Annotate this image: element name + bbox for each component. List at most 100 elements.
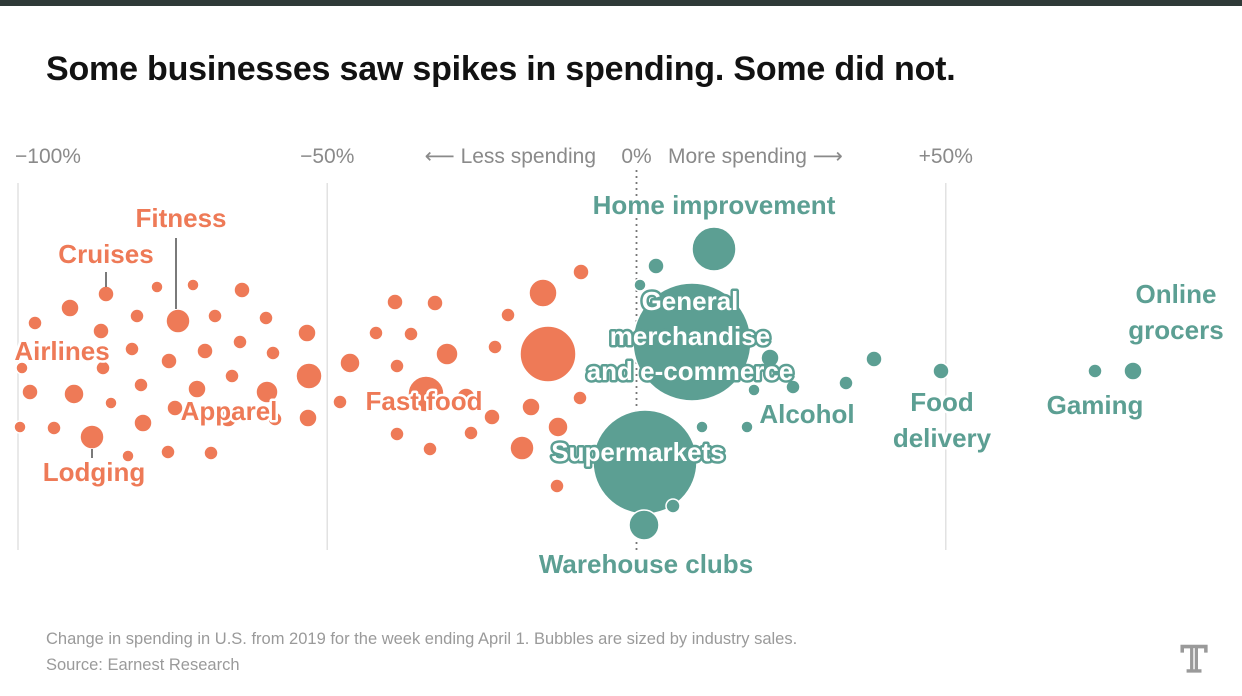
decrease-bubble [233, 281, 251, 299]
increase-bubble [632, 282, 752, 402]
decrease-bubble [572, 390, 588, 406]
decrease-bubble [104, 396, 118, 410]
decrease-bubble [160, 352, 178, 370]
decrease-bubble [572, 263, 590, 281]
decrease-bubble [27, 315, 43, 331]
label-line: Apparel [181, 396, 278, 426]
decrease-bubble [297, 323, 317, 343]
increase-bubble [695, 420, 709, 434]
decrease-bubble [166, 399, 184, 417]
decrease-bubble [435, 342, 459, 366]
tick-label: +50% [919, 145, 973, 168]
more-spending-label: More spending ⟶ [668, 145, 843, 168]
bubble-chart: ⟵ Less spending More spending ⟶ −100% −50… [12, 145, 1226, 582]
label-cruises: Cruises [58, 239, 153, 269]
decrease-bubble [187, 379, 207, 399]
decrease-bubble [389, 426, 405, 442]
increase-bubble [633, 278, 647, 292]
increase-bubble [628, 509, 660, 541]
label-line: Home improvement [593, 190, 836, 220]
label-gaming: Gaming [1047, 390, 1144, 420]
label-general: General merchandise and e-commerce [587, 286, 794, 386]
decrease-bubble [519, 325, 577, 383]
decrease-bubble [133, 377, 149, 393]
decrease-bubble [224, 368, 240, 384]
label-supermarkets: Supermarkets [551, 437, 724, 467]
label-lodging: Lodging [43, 457, 146, 487]
decrease-bubble [549, 478, 565, 494]
decrease-bubble [528, 278, 558, 308]
decrease-bubble [160, 444, 176, 460]
label-line: Online [1136, 279, 1217, 309]
label-line: Alcohol [759, 399, 854, 429]
decrease-bubble [386, 293, 404, 311]
decrease-bubble [500, 307, 516, 323]
label-line: Gaming [1047, 390, 1144, 420]
decrease-bubble [218, 408, 238, 428]
decrease-bubble [60, 298, 80, 318]
increase-bubble [747, 383, 761, 397]
tick-label: 0% [621, 145, 651, 168]
label-online: Online grocers [1128, 279, 1223, 345]
decrease-bubble [407, 375, 445, 413]
increase-bubble [865, 350, 883, 368]
tick-label: −100% [15, 145, 81, 168]
decrease-bubble [121, 449, 135, 463]
label-warehouse: Warehouse clubs [539, 549, 753, 579]
label-line: Airlines [14, 336, 109, 366]
industry-labels: Airlines Cruises Fitness Apparel Lodging Fast… [12, 188, 1226, 582]
tick-label: −50% [300, 145, 354, 168]
label-line: Lodging [43, 457, 146, 487]
decrease-bubble [422, 441, 438, 457]
decrease-bubble [547, 416, 569, 438]
decrease-bubble [332, 394, 348, 410]
chart-note: Change in spending in U.S. from 2019 for… [46, 630, 798, 648]
decrease-bubble [13, 420, 27, 434]
label-line: merchandise [610, 321, 770, 351]
label-fooddelivery: Food delivery [893, 387, 992, 453]
label-line: Food [910, 387, 974, 417]
decrease-bubble [267, 411, 283, 427]
leader-lines [91, 238, 177, 458]
decrease-bubble [389, 358, 405, 374]
decrease-bubble [456, 387, 476, 407]
decrease-bubble [186, 278, 200, 292]
increase-bubble [932, 362, 950, 380]
decrease-bubble [258, 310, 274, 326]
increase-bubble [647, 257, 665, 275]
decrease-bubble [255, 380, 279, 404]
decrease-bubble [165, 308, 191, 334]
label-alcohol: Alcohol [759, 399, 854, 429]
label-apparel: Apparel [181, 396, 278, 426]
label-airlines: Airlines [14, 336, 109, 366]
decrease-bubble [46, 420, 62, 436]
decrease-bubble [232, 334, 248, 350]
decrease-bubble [124, 341, 140, 357]
decrease-bubble [483, 408, 501, 426]
decrease-bubble [298, 408, 318, 428]
decrease-bubble [92, 322, 110, 340]
decrease-bubble [15, 361, 29, 375]
label-line: and e-commerce [587, 356, 794, 386]
decrease-bubble [129, 308, 145, 324]
increase-bubble [785, 379, 801, 395]
increase-bubble [838, 375, 854, 391]
increase-bubble [760, 348, 780, 368]
decrease-bubble [97, 285, 115, 303]
label-line: General [642, 286, 739, 316]
label-fastfood: Fast food [366, 386, 483, 416]
label-line: delivery [893, 423, 992, 453]
increase-bubble [691, 226, 737, 272]
increase-bubble [1087, 363, 1103, 379]
increase-bubble [1123, 361, 1143, 381]
decrease-bubble [339, 352, 361, 374]
decrease-bubble [509, 435, 535, 461]
axis-labels: ⟵ Less spending More spending ⟶ −100% −50… [15, 145, 973, 168]
label-line: Fast food [366, 386, 483, 416]
decrease-bubble [95, 360, 111, 376]
decrease-bubble [521, 397, 541, 417]
decrease-bubble [203, 445, 219, 461]
decrease-bubble [463, 425, 479, 441]
nyt-logo: 𝕋 [1180, 639, 1208, 681]
decrease-bubble [207, 308, 223, 324]
